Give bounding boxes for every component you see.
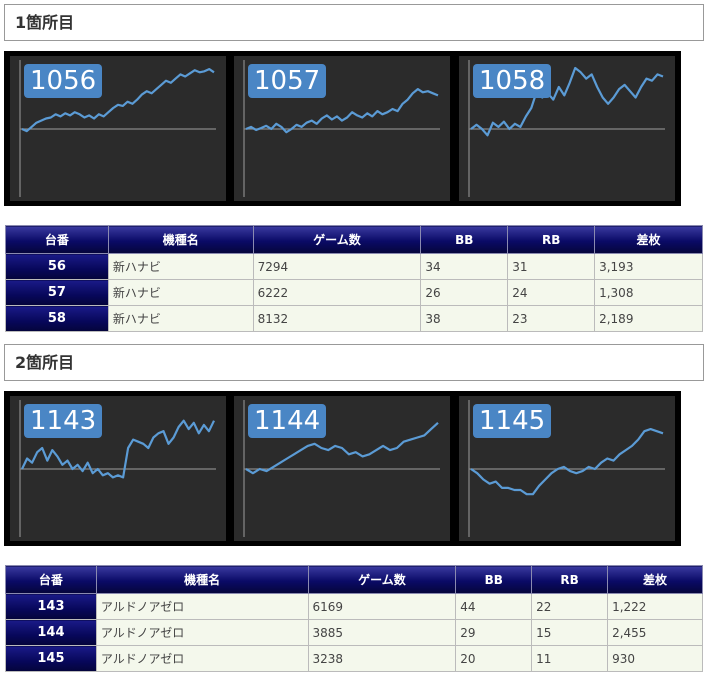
bb-cell: 34 [420,253,509,280]
section-1-title: 1箇所目 [4,4,704,41]
series-line [470,427,664,496]
slump-chart[interactable]: 1056 [10,56,226,201]
model-name-cell: 新ハナビ [107,253,254,280]
section-1-chart-strip: 1056 1057 1058 [4,51,681,206]
rb-cell: 22 [531,593,609,620]
diff-cell: 930 [607,645,703,672]
game-count-cell: 8132 [252,305,422,332]
bb-cell: 29 [455,619,533,646]
slump-chart[interactable]: 1143 [10,396,226,541]
game-count-cell: 7294 [252,253,422,280]
game-count-cell: 3238 [307,645,457,672]
game-count-cell: 3885 [307,619,457,646]
column-header-rb: RB [507,225,596,254]
model-name-cell: アルドノアゼロ [95,645,309,672]
series-line [245,87,439,134]
model-name-cell: 新ハナビ [107,279,254,306]
rb-cell: 31 [507,253,596,280]
table-row: 145 アルドノアゼロ 3238 20 11 930 [5,645,703,672]
slump-chart-svg [468,60,665,197]
machine-number-label: 1144 [248,404,327,438]
column-header-machine-number: 台番 [5,225,109,254]
model-name-cell: アルドノアゼロ [95,619,309,646]
machine-number-label: 1145 [473,404,552,438]
table-row: 58 新ハナビ 8132 38 23 2,189 [5,305,703,332]
slump-chart-svg [468,400,665,537]
section-2-title: 2箇所目 [4,344,704,381]
column-header-model-name: 機種名 [107,225,254,254]
table-row: 144 アルドノアゼロ 3885 29 15 2,455 [5,619,703,646]
machine-number-label: 1057 [248,64,327,98]
model-name-cell: 新ハナビ [107,305,254,332]
diff-cell: 2,455 [607,619,703,646]
rb-cell: 24 [507,279,596,306]
column-header-rb: RB [531,565,609,594]
series-line [245,421,439,475]
slump-chart-svg [243,60,440,197]
machine-number-cell[interactable]: 145 [5,645,97,672]
section-2-data-table: 台番 機種名 ゲーム数 BB RB 差枚 143 アルドノアゼロ 6169 44… [5,565,703,672]
machine-number-cell[interactable]: 56 [5,253,109,280]
bb-cell: 20 [455,645,533,672]
model-name-cell: アルドノアゼロ [95,593,309,620]
diff-cell: 1,222 [607,593,703,620]
machine-number-label: 1143 [24,404,103,438]
column-header-diff: 差枚 [594,225,703,254]
rb-cell: 15 [531,619,609,646]
slump-chart-svg [19,60,216,197]
slump-chart[interactable]: 1145 [459,396,675,541]
column-header-model-name: 機種名 [95,565,309,594]
slump-chart[interactable]: 1057 [234,56,450,201]
column-header-game-count: ゲーム数 [307,565,457,594]
bb-cell: 26 [420,279,509,306]
table-row: 56 新ハナビ 7294 34 31 3,193 [5,253,703,280]
column-header-game-count: ゲーム数 [252,225,422,254]
diff-cell: 3,193 [594,253,703,280]
table-row: 57 新ハナビ 6222 26 24 1,308 [5,279,703,306]
table-header-row: 台番 機種名 ゲーム数 BB RB 差枚 [5,565,703,594]
rb-cell: 11 [531,645,609,672]
diff-cell: 1,308 [594,279,703,306]
column-header-diff: 差枚 [607,565,703,594]
series-line [470,66,664,137]
machine-number-cell[interactable]: 57 [5,279,109,306]
series-line [21,419,215,479]
column-header-bb: BB [455,565,533,594]
diff-cell: 2,189 [594,305,703,332]
bb-cell: 38 [420,305,509,332]
machine-number-cell[interactable]: 144 [5,619,97,646]
bb-cell: 44 [455,593,533,620]
rb-cell: 23 [507,305,596,332]
table-header-row: 台番 機種名 ゲーム数 BB RB 差枚 [5,225,703,254]
machine-number-cell[interactable]: 58 [5,305,109,332]
column-header-bb: BB [420,225,509,254]
slump-chart[interactable]: 1144 [234,396,450,541]
machine-number-cell[interactable]: 143 [5,593,97,620]
slump-chart-svg [19,400,216,537]
table-row: 143 アルドノアゼロ 6169 44 22 1,222 [5,593,703,620]
series-line [21,68,215,133]
game-count-cell: 6169 [307,593,457,620]
slump-chart-svg [243,400,440,537]
slump-chart[interactable]: 1058 [459,56,675,201]
machine-number-label: 1058 [473,64,552,98]
machine-number-label: 1056 [24,64,103,98]
column-header-machine-number: 台番 [5,565,97,594]
section-1-data-table: 台番 機種名 ゲーム数 BB RB 差枚 56 新ハナビ 7294 34 31 … [5,225,703,332]
game-count-cell: 6222 [252,279,422,306]
section-2-chart-strip: 1143 1144 1145 [4,391,681,546]
